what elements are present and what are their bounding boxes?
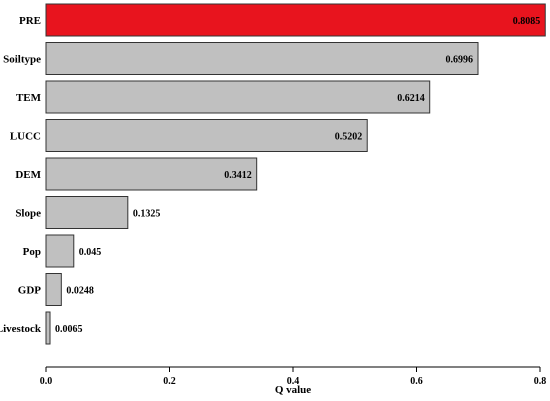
x-tick-label: 0.0 — [40, 376, 53, 387]
bar-dem — [45, 157, 258, 191]
bars-group: PRE 0.8085 Soiltype 0.6996 TEM 0.6214 LUCC 0.52… — [0, 3, 546, 345]
bar-gdp — [45, 273, 62, 306]
value-label-pop: 0.045 — [79, 247, 102, 258]
value-label-slope: 0.1325 — [133, 209, 161, 220]
bar-lucc — [45, 119, 368, 152]
category-label-slope: Slope — [15, 208, 41, 220]
category-label-pre: PRE — [19, 15, 41, 27]
x-axis-title: Q value — [275, 384, 311, 396]
x-axis-ticks: 0.0 0.2 0.4 0.6 0.8 — [40, 367, 547, 387]
bar-pre — [45, 3, 546, 37]
category-label-livestock: Livestock — [0, 323, 42, 335]
category-label-tem: TEM — [16, 92, 42, 104]
bar-pop — [45, 234, 75, 268]
bar-slope — [45, 196, 129, 229]
category-label-gdp: GDP — [18, 285, 42, 297]
bar-livestock — [45, 311, 51, 345]
value-label-livestock: 0.0065 — [55, 324, 83, 335]
value-label-gdp: 0.0248 — [66, 286, 94, 297]
category-label-dem: DEM — [15, 169, 41, 181]
value-label-soiltype: 0.6996 — [446, 55, 474, 66]
category-label-soiltype: Soiltype — [3, 54, 41, 66]
category-label-lucc: LUCC — [10, 131, 41, 143]
x-tick-label: 0.6 — [410, 376, 423, 387]
x-axis: 0.0 0.2 0.4 0.6 0.8 Q value — [40, 366, 547, 396]
value-label-dem: 0.3412 — [224, 170, 252, 181]
bar-soiltype — [45, 42, 479, 75]
x-tick-label: 0.8 — [534, 376, 547, 387]
bar-tem — [45, 80, 431, 114]
value-label-pre: 0.8085 — [513, 16, 541, 27]
x-tick-label: 0.4 — [287, 376, 300, 387]
value-label-lucc: 0.5202 — [335, 132, 363, 143]
category-label-pop: Pop — [23, 246, 41, 258]
value-label-tem: 0.6214 — [397, 93, 425, 104]
x-tick-label: 0.2 — [163, 376, 176, 387]
